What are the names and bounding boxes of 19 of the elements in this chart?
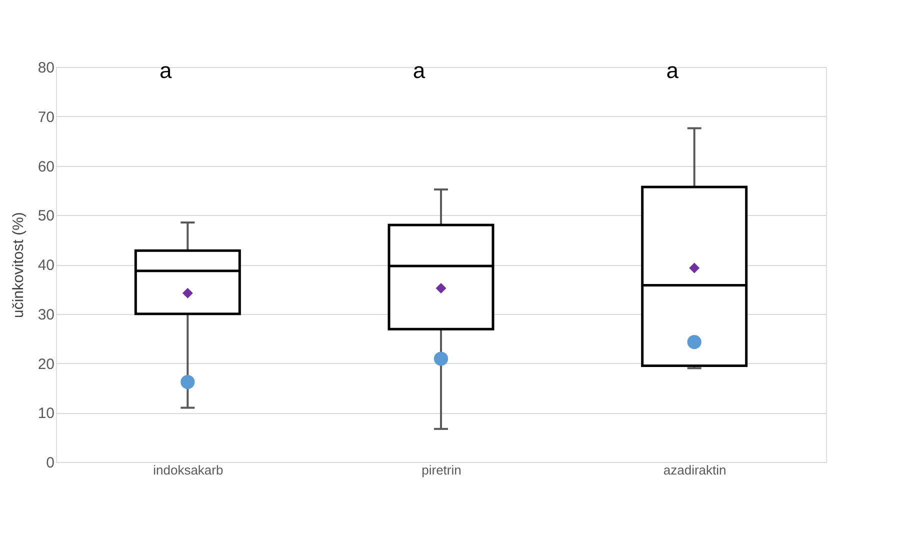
point: [687, 334, 702, 350]
annotation: a: [666, 58, 680, 83]
y-axis-title: učinkovitost (%): [10, 212, 27, 318]
x-tick-label: piretrin: [422, 462, 462, 478]
y-tick-label: 40: [38, 257, 54, 274]
annotation: a: [412, 58, 426, 83]
annotation: a: [160, 58, 173, 83]
y-tick-label: 70: [38, 108, 54, 126]
y-tick-label: 30: [38, 306, 54, 324]
y-tick-label: 50: [38, 208, 54, 225]
y-tick-label: 20: [38, 356, 54, 373]
y-tick-label: 10: [38, 405, 54, 422]
point: [180, 374, 195, 390]
y-tick-label: 60: [38, 158, 54, 176]
point: [434, 352, 448, 366]
x-tick-label: azadiraktin: [663, 462, 726, 478]
y-tick-label: 0: [46, 454, 54, 472]
x-tick-label: indoksakarb: [153, 462, 224, 478]
y-tick-label: 80: [38, 60, 54, 76]
